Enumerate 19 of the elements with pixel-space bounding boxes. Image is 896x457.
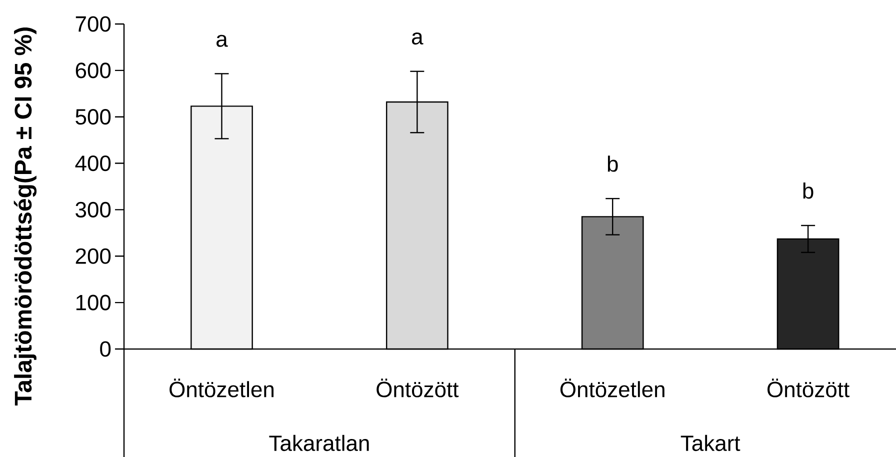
y-axis-title: Talajtömörödöttség(Pa ± CI 95 %) <box>14 28 37 406</box>
data-label: b <box>608 156 618 172</box>
x-tick-label: Öntözött <box>768 378 850 398</box>
y-tick-label: 0 <box>100 341 111 357</box>
y-tick-label: 100 <box>76 294 111 310</box>
y-tick-label: 500 <box>76 109 111 125</box>
data-label: b <box>803 182 814 199</box>
x-tick-label: Öntözött <box>376 378 459 398</box>
x-tick-label: Öntözetlen <box>170 378 274 398</box>
y-tick-label: 200 <box>76 248 111 264</box>
y-tick-label: 600 <box>76 62 111 78</box>
y-tick-label: 400 <box>75 155 111 172</box>
x-tick-label: Öntözetlen <box>560 378 664 398</box>
data-label: a <box>216 34 228 47</box>
y-tick-label: 700 <box>76 16 111 32</box>
text: Takart <box>680 434 740 452</box>
data-label: a <box>412 32 424 45</box>
y-tick-label: 300 <box>76 202 111 218</box>
text: Takaratlan <box>269 434 369 452</box>
